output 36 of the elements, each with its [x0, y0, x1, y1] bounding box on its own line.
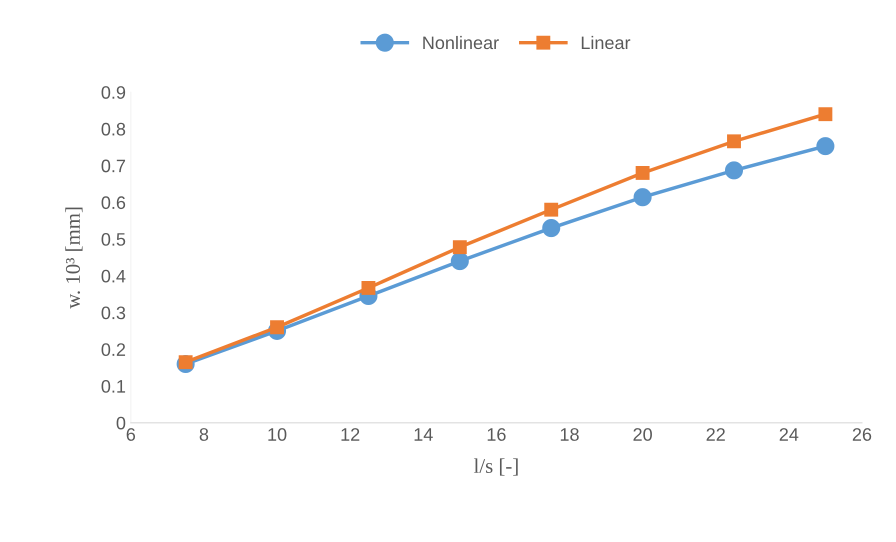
x-tick-label: 24	[780, 428, 798, 441]
x-tick-label: 14	[414, 428, 433, 441]
point	[634, 188, 652, 206]
y-tick-label: 0.9	[102, 86, 126, 99]
x-tick-label: 26	[852, 428, 872, 441]
point	[452, 240, 467, 254]
point	[450, 252, 469, 270]
point	[818, 107, 832, 122]
y-tick-label: 0.4	[102, 270, 126, 283]
point	[544, 202, 558, 217]
point	[727, 134, 741, 148]
y-tick-label: 0.5	[102, 233, 126, 246]
x-tick-label: 6	[126, 428, 136, 441]
legend-label: Nonlinear	[423, 36, 499, 50]
x-tick-label: 10	[268, 428, 286, 441]
point	[636, 166, 650, 180]
point	[816, 137, 834, 156]
legend-label: Linear	[582, 36, 630, 50]
x-tick-label: 18	[560, 428, 579, 441]
point	[724, 161, 744, 180]
y-tick-label: 0.1	[102, 380, 126, 393]
point	[361, 280, 376, 295]
y-tick-label: 0.2	[102, 343, 126, 356]
x-tick-label: 22	[706, 428, 725, 441]
y-tick-label: 0	[116, 416, 126, 430]
y-tick-label: 0.7	[102, 160, 126, 172]
x-axis-title: l/s [-]	[474, 458, 518, 476]
y-tick-label: 0.6	[102, 196, 126, 210]
y-axis-title: w. 10³ [mm]	[65, 208, 83, 309]
x-tick-label: 8	[200, 428, 208, 441]
y-tick-label: 0.8	[102, 122, 126, 136]
y-tick-label: 0.3	[102, 306, 126, 320]
x-tick-label: 12	[341, 428, 360, 441]
x-tick-label: 20	[633, 428, 652, 441]
x-tick-label: 16	[488, 428, 506, 441]
point	[542, 219, 560, 238]
